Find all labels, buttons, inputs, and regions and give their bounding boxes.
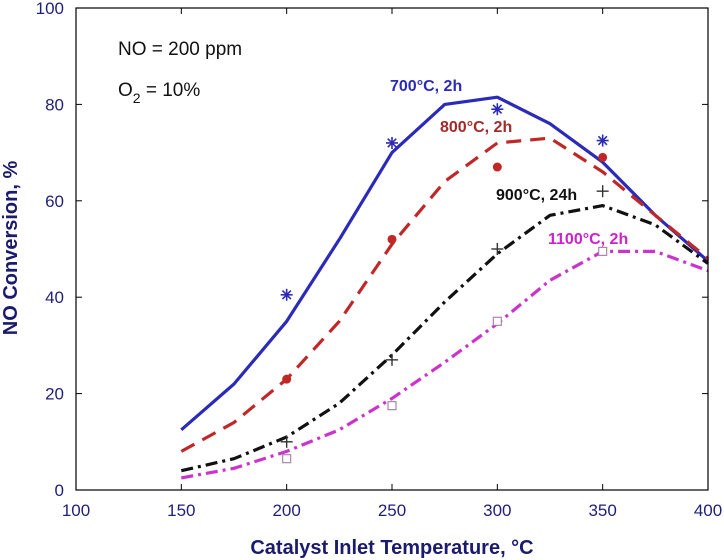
data-point — [598, 246, 608, 257]
y-axis-title: NO Conversion, % — [0, 161, 22, 336]
data-point — [386, 136, 398, 149]
x-axis-title: Catalyst Inlet Temperature, °C — [250, 537, 533, 559]
data-point — [387, 401, 397, 411]
data-point — [387, 234, 397, 244]
series-label-1100c-2h: 1100°C, 2h — [548, 231, 628, 248]
y-tick-label: 100 — [36, 0, 64, 18]
data-point — [492, 162, 502, 172]
asterisk-stroke — [281, 289, 292, 300]
series-line-0 — [180, 95, 710, 432]
series-label-700c-2h: 700°C, 2h — [390, 78, 462, 95]
x-tick-label: 300 — [483, 501, 511, 520]
series-line-1 — [180, 136, 710, 453]
data-point — [491, 103, 504, 116]
data-point — [596, 134, 609, 147]
asterisk-stroke — [492, 104, 503, 115]
data-point — [280, 435, 293, 448]
y-tick-label: 20 — [45, 385, 64, 404]
o2-suffix: = 10% — [141, 80, 201, 101]
asterisk-stroke — [387, 138, 397, 148]
asterisk-stroke — [597, 135, 608, 146]
x-tick-label: 100 — [62, 501, 90, 520]
data-point — [598, 152, 608, 162]
series-line-2 — [180, 204, 709, 473]
data-point — [492, 316, 502, 326]
x-tick-label: 400 — [694, 501, 722, 520]
no-concentration-label: NO = 200 ppm — [118, 39, 242, 60]
series-layer — [180, 95, 710, 480]
x-tick-label: 150 — [167, 501, 195, 520]
series-label-900c-24h: 900°C, 24h — [496, 187, 577, 204]
data-point — [282, 374, 292, 384]
data-point — [282, 454, 292, 464]
o2-prefix: O — [118, 80, 133, 101]
y-tick-label: 60 — [45, 192, 64, 211]
data-point — [491, 243, 504, 255]
o2-subscript: 2 — [133, 90, 141, 106]
data-point — [280, 288, 293, 301]
x-tick-label: 200 — [272, 501, 300, 520]
x-tick-label: 250 — [378, 501, 406, 520]
o2-concentration-label: O2 = 10% — [118, 80, 200, 106]
y-tick-label: 80 — [45, 95, 64, 114]
data-point — [386, 353, 398, 366]
x-tick-label: 350 — [588, 501, 616, 520]
y-tick-label: 0 — [55, 481, 64, 500]
axes-layer: 100 150 200 250 300 350 400 0 20 40 60 80 100 — [36, 0, 723, 520]
series-label-800c-2h: 800°C, 2h — [440, 119, 512, 136]
data-point — [596, 185, 609, 198]
series-line-3 — [181, 249, 709, 480]
y-tick-label: 40 — [45, 288, 64, 307]
